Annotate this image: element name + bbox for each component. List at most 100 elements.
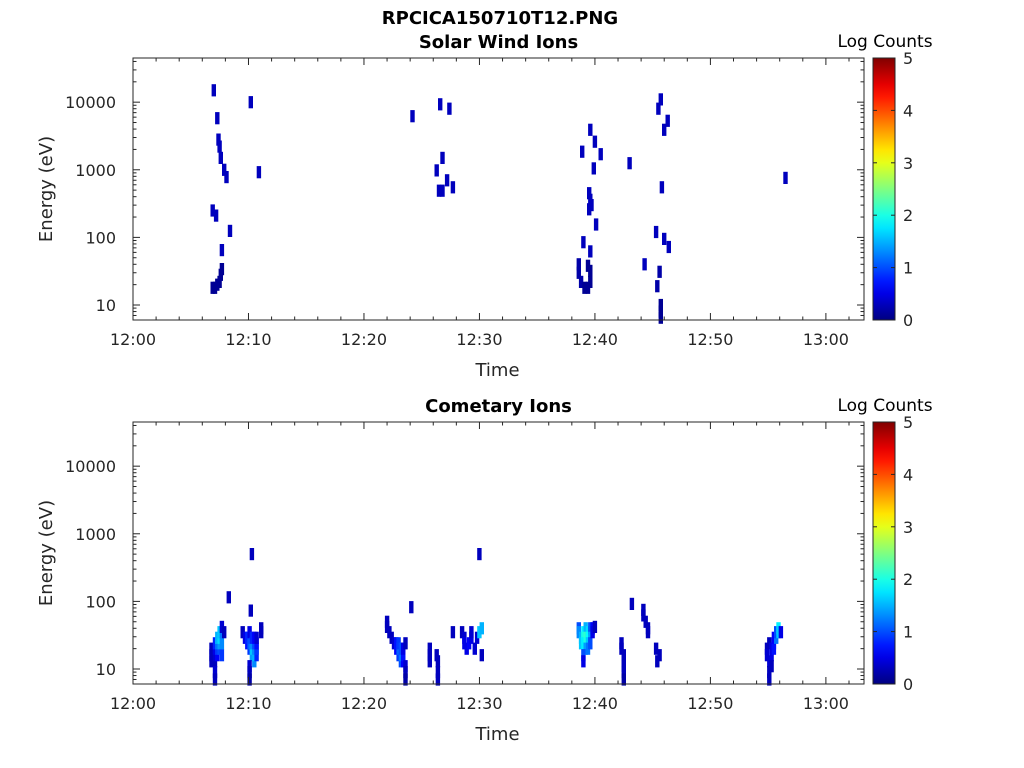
colorbar-tick-label: 1 <box>903 259 913 278</box>
heatmap-cell <box>769 642 774 655</box>
heatmap-cell <box>249 548 255 561</box>
heatmap-cell <box>401 655 406 668</box>
x-tick-label: 12:30 <box>456 330 502 349</box>
heatmap-cell <box>217 626 222 639</box>
heatmap-cell <box>216 133 221 146</box>
heatmap-cell <box>256 166 262 179</box>
heatmap-cell <box>450 181 456 194</box>
heatmap-cell <box>440 184 445 197</box>
x-tick-label: 12:00 <box>110 694 156 713</box>
heatmap-cell <box>619 642 624 655</box>
heatmap-cell <box>249 631 255 644</box>
heatmap-cell <box>778 626 784 639</box>
heatmap-cell <box>583 642 588 655</box>
heatmap-cell <box>248 96 253 109</box>
heatmap-cell <box>240 626 245 639</box>
heatmap-cell <box>469 626 474 639</box>
heatmap-cell <box>479 649 484 662</box>
heatmap-cell <box>656 102 661 115</box>
heatmap-cell <box>435 673 441 686</box>
colorbar <box>872 57 896 321</box>
heatmap-cell <box>585 642 591 655</box>
heatmap-cell <box>588 264 593 277</box>
heatmap-cell <box>213 209 219 222</box>
heatmap-cell <box>783 171 788 184</box>
heatmap-cell <box>643 615 648 628</box>
heatmap-cell <box>580 145 585 158</box>
heatmap-cell <box>767 637 772 650</box>
heatmap-cell <box>209 642 214 655</box>
heatmap-cell <box>245 631 250 644</box>
y-tick-label: 100 <box>85 228 116 247</box>
heatmap-cell <box>403 666 408 679</box>
heatmap-cell <box>211 84 216 97</box>
plot-frame <box>132 57 865 321</box>
heatmap-cell <box>252 655 257 668</box>
heatmap-cell <box>242 631 248 644</box>
heatmap-cell <box>665 114 670 127</box>
heatmap-cell <box>662 232 667 245</box>
heatmap-cell <box>769 660 774 673</box>
heatmap-cell <box>215 278 220 291</box>
colorbar-tick-label: 3 <box>903 518 913 537</box>
heatmap-cell <box>479 622 484 635</box>
heatmap-cell <box>653 225 659 239</box>
x-tick-label: 12:20 <box>341 330 387 349</box>
heatmap-cell <box>247 666 252 679</box>
y-tick-label: 10000 <box>65 93 116 112</box>
heatmap-cell <box>219 620 225 633</box>
heatmap-cell <box>252 649 257 662</box>
figure-title: RPCICA150710T12.PNG <box>382 8 618 29</box>
colorbar-tick-label: 1 <box>903 623 913 642</box>
heatmap-cell <box>587 187 592 200</box>
heatmap-cell <box>396 637 401 650</box>
heatmap-cell <box>581 236 586 249</box>
heatmap-cell <box>403 673 408 686</box>
heatmap-cell <box>444 174 450 187</box>
plot-frame <box>132 421 865 685</box>
heatmap-cell <box>578 637 584 650</box>
colorbar-label: Log Counts <box>837 396 932 416</box>
heatmap-cell <box>627 157 632 170</box>
heatmap-cell <box>447 102 452 115</box>
heatmap-cell <box>434 649 439 662</box>
heatmap-cell <box>398 655 404 668</box>
x-axis-label: Time <box>474 724 519 745</box>
heatmap-cell <box>249 649 255 662</box>
heatmap-cell <box>435 666 441 679</box>
heatmap-cell <box>576 266 581 279</box>
heatmap-cell <box>591 162 596 175</box>
heatmap-cell <box>212 281 218 294</box>
heatmap-cell <box>209 655 214 668</box>
heatmap-cell <box>210 281 215 294</box>
heatmap-cell <box>436 184 442 197</box>
x-tick-label: 12:10 <box>225 694 271 713</box>
heatmap-cell <box>657 265 662 278</box>
heatmap-cell <box>655 655 660 668</box>
heatmap-cell <box>252 631 257 644</box>
heatmap-cell <box>209 649 214 662</box>
heatmap-cell <box>384 615 390 628</box>
y-axis-label: Energy (eV) <box>36 500 57 606</box>
heatmap-cell <box>410 110 415 123</box>
heatmap-cell <box>642 258 647 271</box>
heatmap-cell <box>427 655 432 668</box>
heatmap-cell <box>219 637 225 650</box>
heatmap-cell <box>222 626 227 639</box>
heatmap-cell <box>217 140 222 153</box>
heatmap-cell <box>435 655 441 668</box>
y-tick-label: 10000 <box>65 457 116 476</box>
heatmap-cell <box>394 637 399 650</box>
y-tick-label: 10 <box>96 296 116 315</box>
heatmap-cell <box>226 591 231 604</box>
heatmap-cell <box>474 631 480 644</box>
heatmap-cell <box>227 224 233 237</box>
heatmap-cell <box>427 642 432 655</box>
heatmap-cell <box>247 673 252 686</box>
heatmap-cell <box>215 631 220 644</box>
heatmap-cells <box>210 84 788 324</box>
heatmap-cell <box>403 637 408 650</box>
heatmap-cell <box>464 642 469 655</box>
